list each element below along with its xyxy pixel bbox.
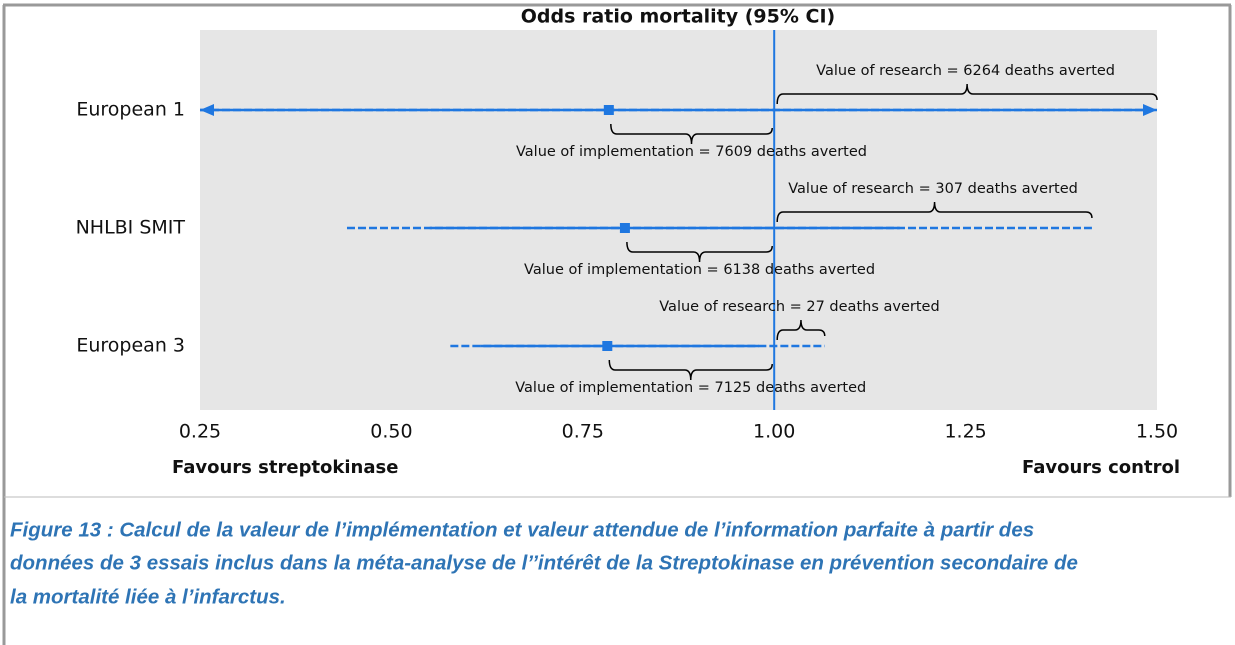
plot-background: [200, 30, 1157, 410]
x-tick-label: 1.25: [944, 421, 986, 443]
right-label: Favours control: [1022, 457, 1180, 478]
implementation-label: Value of implementation = 7125 deaths av…: [515, 380, 866, 396]
point-estimate: [603, 105, 614, 115]
left-label: Favours streptokinase: [172, 457, 398, 478]
caption-line: Figure 13 : Calcul de la valeur de l’imp…: [10, 518, 1034, 541]
study-label: European 3: [76, 335, 185, 357]
chart-title: Odds ratio mortality (95% CI): [521, 6, 835, 28]
x-tick-label: 0.50: [370, 421, 412, 443]
point-estimate: [602, 341, 613, 351]
study-label: NHLBI SMIT: [76, 217, 186, 239]
research-label: Value of research = 307 deaths averted: [788, 181, 1078, 197]
research-label: Value of research = 6264 deaths averted: [816, 63, 1115, 79]
x-tick-label: 0.25: [179, 421, 221, 443]
study-label: European 1: [76, 99, 185, 121]
implementation-label: Value of implementation = 7609 deaths av…: [516, 144, 867, 160]
research-brace: [776, 319, 826, 341]
caption-line: la mortalité liée à l’infarctus.: [10, 585, 286, 608]
point-estimate: [619, 223, 630, 233]
caption-line: données de 3 essais inclus dans la méta-…: [10, 551, 1078, 574]
implementation-brace: [610, 123, 773, 145]
x-tick-label: 0.75: [562, 421, 604, 443]
implementation-brace: [626, 241, 773, 263]
x-tick-label: 1.00: [753, 421, 795, 443]
research-brace: [776, 201, 1093, 223]
implementation-brace: [608, 359, 773, 381]
x-tick-label: 1.50: [1136, 421, 1178, 443]
research-label: Value of research = 27 deaths averted: [659, 299, 939, 315]
research-brace: [776, 83, 1158, 105]
implementation-label: Value of implementation = 6138 deaths av…: [524, 262, 875, 278]
arrow-head: [1143, 104, 1157, 116]
arrow-head: [200, 104, 214, 116]
